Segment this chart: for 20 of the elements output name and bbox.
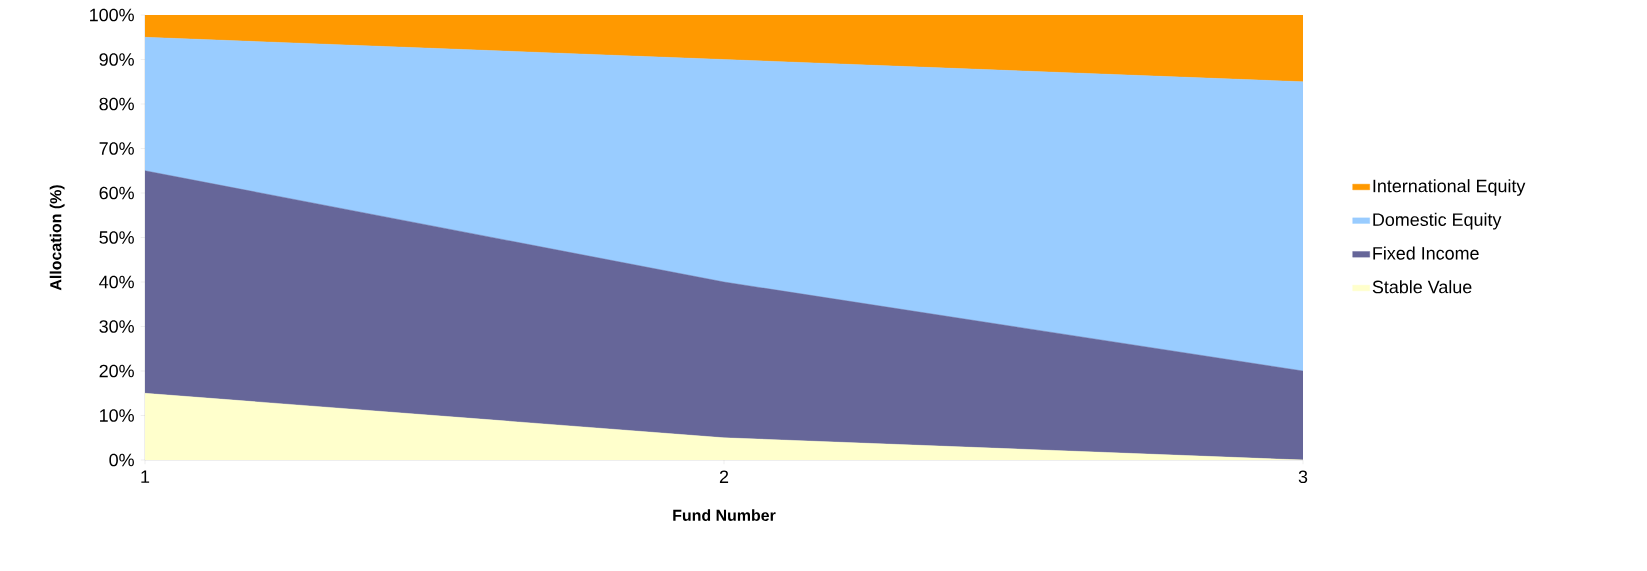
y-tick-label: 70%: [99, 142, 134, 155]
y-tick-label: 100%: [90, 8, 134, 22]
x-tick-label: 2: [719, 470, 729, 483]
y-tick-label: 0%: [109, 453, 134, 467]
x-axis-title: Fund Number: [673, 509, 776, 521]
y-tick-label: 40%: [99, 275, 134, 289]
y-tick-label: 80%: [99, 97, 134, 111]
y-tick-label: 20%: [99, 364, 134, 378]
x-tick-label: 3: [1298, 470, 1308, 484]
y-tick-label: 60%: [99, 186, 134, 200]
legend-label: Stable Value: [1372, 280, 1472, 294]
legend-label: Fixed Income: [1373, 246, 1479, 260]
x-tick-label: 1: [141, 470, 150, 483]
y-axis-title: Allocation (%): [49, 185, 65, 291]
legend-label: Domestic Equity: [1373, 212, 1502, 230]
legend-label: International Equity: [1373, 179, 1526, 196]
y-tick-label: 30%: [99, 320, 134, 333]
y-tick-label: 90%: [99, 53, 134, 66]
y-tick-label: 10%: [100, 409, 134, 422]
y-tick-label: 50%: [99, 231, 134, 244]
